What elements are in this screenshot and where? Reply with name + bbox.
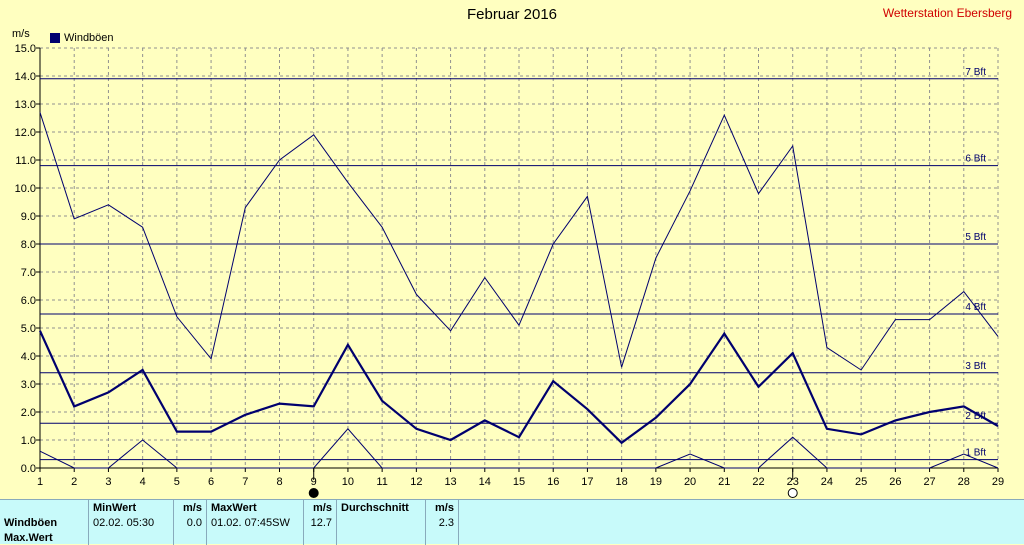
stats-table: MinWert m/s MaxWert m/s Durchschnitt m/s… — [0, 500, 459, 545]
x-tick-label: 25 — [855, 476, 867, 488]
max-time-text: 01.02. 07:45 — [211, 517, 272, 529]
y-tick-label: 8.0 — [21, 239, 36, 251]
stats-corner — [0, 500, 89, 515]
min-header: MinWert — [89, 500, 174, 515]
chart-title: Februar 2016 — [0, 6, 1024, 23]
stats-row-label: Windböen — [0, 515, 89, 530]
x-tick-label: 11 — [376, 476, 387, 488]
station-name: Wetterstation Ebersberg — [883, 6, 1012, 20]
beaufort-label: 3 Bft — [965, 361, 986, 372]
legend: Windböen — [50, 32, 114, 44]
x-tick-label: 7 — [242, 476, 248, 488]
x-tick-label: 2 — [71, 476, 77, 488]
x-tick-label: 22 — [752, 476, 764, 488]
x-tick-label: 8 — [276, 476, 282, 488]
min-value: 0.0 — [174, 515, 207, 530]
max-direction: SW — [272, 517, 290, 529]
avg-header: Durchschnitt — [337, 500, 426, 515]
beaufort-label: 5 Bft — [965, 232, 986, 243]
beaufort-label: 1 Bft — [965, 448, 986, 459]
full-moon-icon — [788, 489, 797, 498]
x-tick-label: 28 — [958, 476, 970, 488]
x-tick-label: 3 — [105, 476, 111, 488]
y-tick-label: 0.0 — [21, 463, 36, 475]
y-tick-label: 3.0 — [21, 379, 36, 391]
x-tick-label: 13 — [444, 476, 456, 488]
x-tick-label: 26 — [889, 476, 901, 488]
min-time: 02.02. 05:30 — [89, 515, 174, 530]
y-tick-label: 14.0 — [15, 71, 36, 83]
chart-area: 0.01.02.03.04.05.06.07.08.09.010.011.012… — [0, 0, 1024, 499]
max-header: MaxWert — [207, 500, 304, 515]
legend-label: Windböen — [64, 32, 114, 44]
beaufort-label: 7 Bft — [965, 67, 986, 78]
x-tick-label: 5 — [174, 476, 180, 488]
x-tick-label: 27 — [923, 476, 935, 488]
stats-panel: MinWert m/s MaxWert m/s Durchschnitt m/s… — [0, 499, 1024, 544]
x-tick-label: 21 — [718, 476, 730, 488]
y-axis-unit: m/s — [12, 28, 30, 40]
stats-header-row: MinWert m/s MaxWert m/s Durchschnitt m/s — [0, 500, 459, 515]
beaufort-label: 6 Bft — [965, 154, 986, 165]
y-tick-label: 1.0 — [21, 435, 36, 447]
y-tick-label: 12.0 — [15, 127, 36, 139]
x-tick-label: 20 — [684, 476, 696, 488]
max-value: 12.7 — [304, 515, 337, 530]
y-tick-label: 6.0 — [21, 295, 36, 307]
avg-value: 2.3 — [426, 515, 459, 530]
x-tick-label: 29 — [992, 476, 1004, 488]
legend-swatch — [50, 33, 60, 43]
x-tick-label: 16 — [547, 476, 559, 488]
x-tick-label: 15 — [513, 476, 525, 488]
x-tick-label: 10 — [342, 476, 354, 488]
y-tick-label: 2.0 — [21, 407, 36, 419]
stats-row: Windböen 02.02. 05:30 0.0 01.02. 07:45SW… — [0, 515, 459, 530]
min-unit-header: m/s — [174, 500, 207, 515]
x-tick-label: 4 — [140, 476, 146, 488]
x-tick-label: 12 — [410, 476, 422, 488]
max-unit-header: m/s — [304, 500, 337, 515]
y-tick-label: 11.0 — [15, 155, 36, 167]
x-tick-label: 14 — [479, 476, 491, 488]
x-tick-label: 1 — [37, 476, 43, 488]
x-tick-label: 6 — [208, 476, 214, 488]
x-tick-label: 17 — [581, 476, 593, 488]
max-time: 01.02. 07:45SW — [207, 515, 304, 530]
avg-unit-header: m/s — [426, 500, 459, 515]
y-tick-label: 9.0 — [21, 211, 36, 223]
x-tick-label: 19 — [650, 476, 662, 488]
y-tick-label: 13.0 — [15, 99, 36, 111]
x-tick-label: 24 — [821, 476, 833, 488]
avg-time — [337, 515, 426, 530]
x-tick-label: 18 — [616, 476, 628, 488]
y-tick-label: 10.0 — [15, 183, 36, 195]
y-tick-label: 5.0 — [21, 323, 36, 335]
y-tick-label: 7.0 — [21, 267, 36, 279]
y-tick-label: 4.0 — [21, 351, 36, 363]
new-moon-icon — [309, 489, 318, 498]
y-tick-label: 15.0 — [15, 43, 36, 55]
